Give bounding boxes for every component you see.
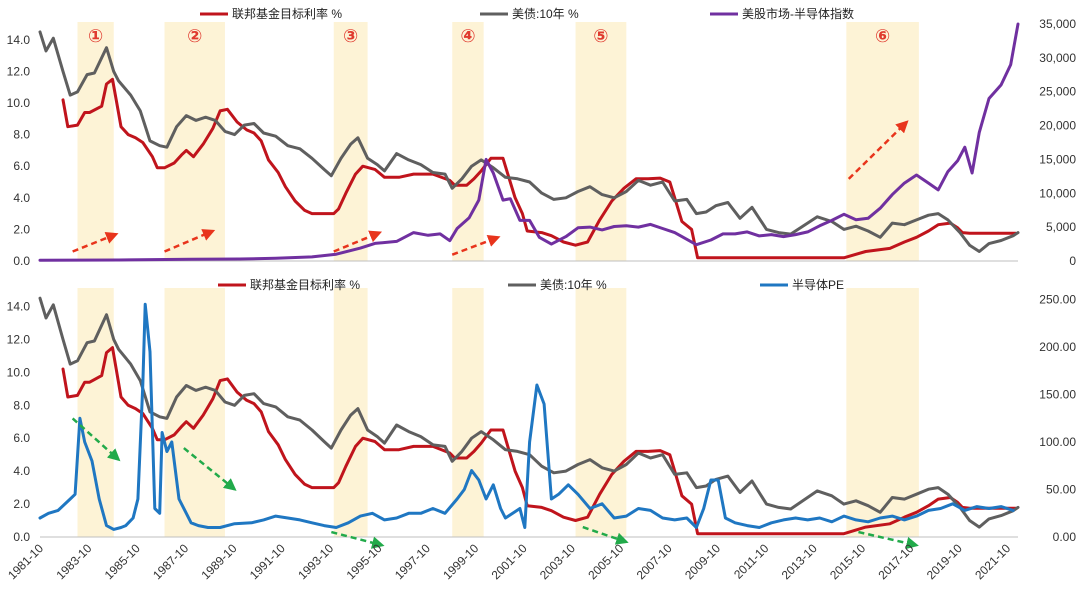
top-left-tick: 0.0 (13, 254, 30, 268)
top-phase-label-6: ⑥ (875, 26, 890, 46)
top-trend-arrow-2 (164, 229, 216, 253)
top-phase-band-5 (575, 22, 627, 261)
x-tick-label: 1995-10 (344, 541, 385, 582)
top-phase-label-4: ④ (460, 26, 475, 46)
bottom-trend-arrow-4 (582, 525, 629, 545)
bottom-phase-band-4 (452, 288, 484, 537)
top-series-line-fed-rate (61, 77, 1018, 260)
x-tick-label: 1981-10 (5, 541, 46, 582)
top-right-tick: 10,000 (1039, 186, 1076, 200)
x-tick-label: 2007-10 (634, 541, 675, 582)
bottom-phase-band-5 (575, 288, 627, 537)
top-series-line-sox-index (38, 22, 1020, 262)
top-phase-label-5: ⑤ (593, 26, 608, 46)
bottom-series-line-treasury-10y (38, 296, 1020, 529)
top-phase-label-1: ① (88, 26, 103, 46)
x-tick-label: 2003-10 (537, 541, 578, 582)
top-trend-arrow-3 (333, 230, 383, 253)
top-left-tick: 14.0 (7, 33, 31, 47)
x-tick-label: 2019-10 (924, 541, 965, 582)
top-phase-label-2: ② (187, 26, 202, 46)
top-trend-arrow-5 (847, 120, 909, 180)
x-tick-label: 1983-10 (53, 541, 94, 582)
bottom-left-tick: 2.0 (13, 497, 30, 511)
bottom-left-tick: 8.0 (13, 398, 30, 412)
x-tick-label: 1989-10 (198, 541, 239, 582)
bottom-phase-band-1 (77, 288, 114, 537)
top-right-tick: 25,000 (1039, 85, 1076, 99)
top-left-tick: 8.0 (13, 128, 30, 142)
top-left-tick: 6.0 (13, 159, 30, 173)
bottom-phase-band-6 (846, 288, 919, 537)
top-phase-band-6 (846, 22, 919, 261)
bottom-legend-label-fed-rate: 联邦基金目标利率 % (250, 277, 360, 292)
top-phase-band-3 (333, 22, 368, 261)
top-phase-band-1 (77, 22, 114, 261)
x-tick-label: 1985-10 (102, 541, 143, 582)
top-trend-arrow-4 (451, 234, 501, 256)
x-tick-label: 2015-10 (827, 541, 868, 582)
x-tick-label: 1999-10 (440, 541, 481, 582)
bottom-left-tick: 4.0 (13, 464, 30, 478)
top-right-tick: 30,000 (1039, 51, 1076, 65)
top-legend-label-sox-index: 美股市场-半导体指数 (742, 6, 854, 21)
x-tick-label: 2021-10 (972, 541, 1013, 582)
top-legend-label-fed-rate: 联邦基金目标利率 % (232, 6, 342, 21)
top-trend-arrow-1 (72, 232, 119, 253)
bottom-right-tick: 250.00 (1039, 293, 1076, 307)
top-left-tick: 2.0 (13, 222, 30, 236)
bottom-left-tick: 0.0 (13, 530, 30, 544)
bottom-trend-arrow-1 (71, 417, 121, 462)
top-right-tick: 20,000 (1039, 119, 1076, 133)
bottom-left-tick: 10.0 (7, 365, 31, 379)
x-tick-label: 1987-10 (150, 541, 191, 582)
x-tick-label: 2011-10 (731, 541, 772, 582)
bottom-phase-band-3 (333, 288, 368, 537)
bottom-right-tick: 200.00 (1039, 340, 1076, 354)
top-left-tick: 4.0 (13, 191, 30, 205)
bottom-legend-label-semi-pe: 半导体PE (792, 278, 844, 292)
bottom-trend-arrow-3 (331, 530, 385, 549)
x-tick-label: 1997-10 (392, 541, 433, 582)
x-tick-label: 2017-10 (875, 541, 916, 582)
x-tick-label: 2013-10 (779, 541, 820, 582)
top-series-line-treasury-10y (38, 30, 1020, 253)
bottom-right-tick: 50.00 (1046, 483, 1076, 497)
bottom-series-line-semi-pe (38, 302, 1015, 531)
top-phase-band-4 (452, 22, 484, 261)
x-tick-label: 2001-10 (489, 541, 530, 582)
top-phase-label-3: ③ (343, 26, 358, 46)
top-panel: ① ② ③ ④ ⑤ ⑥ 0.0 2.0 4.0 6.0 8.0 10.0 12.0 14.0 0 5,000 1… (7, 6, 1077, 268)
x-tick-label: 2009-10 (682, 541, 723, 582)
top-right-tick: 0 (1069, 254, 1076, 268)
top-right-tick: 15,000 (1039, 152, 1076, 166)
bottom-right-tick: 0.00 (1053, 530, 1077, 544)
top-right-tick: 5,000 (1046, 220, 1076, 234)
x-tick-label: 1991-10 (247, 541, 288, 582)
bottom-panel: 0.0 2.0 4.0 6.0 8.0 10.0 12.0 14.0 0.00 50.00 100.… (5, 277, 1076, 582)
bottom-left-tick: 6.0 (13, 431, 30, 445)
top-phase-band-2 (164, 22, 225, 261)
bottom-phase-band-2 (164, 288, 225, 537)
bottom-legend-label-treasury-10y: 美债:10年 % (540, 278, 607, 292)
bottom-left-tick: 12.0 (7, 332, 31, 346)
bottom-trend-arrow-2 (183, 447, 237, 491)
top-left-tick: 10.0 (7, 96, 31, 110)
x-tick-label: 1993-10 (295, 541, 336, 582)
x-tick-label: 2005-10 (585, 541, 626, 582)
top-legend-label-treasury-10y: 美债:10年 % (512, 7, 579, 21)
bottom-left-tick: 14.0 (7, 299, 31, 313)
bottom-right-tick: 100.00 (1039, 435, 1076, 449)
bottom-right-tick: 150.00 (1039, 388, 1076, 402)
top-left-tick: 12.0 (7, 64, 31, 78)
top-right-tick: 35,000 (1039, 17, 1076, 31)
